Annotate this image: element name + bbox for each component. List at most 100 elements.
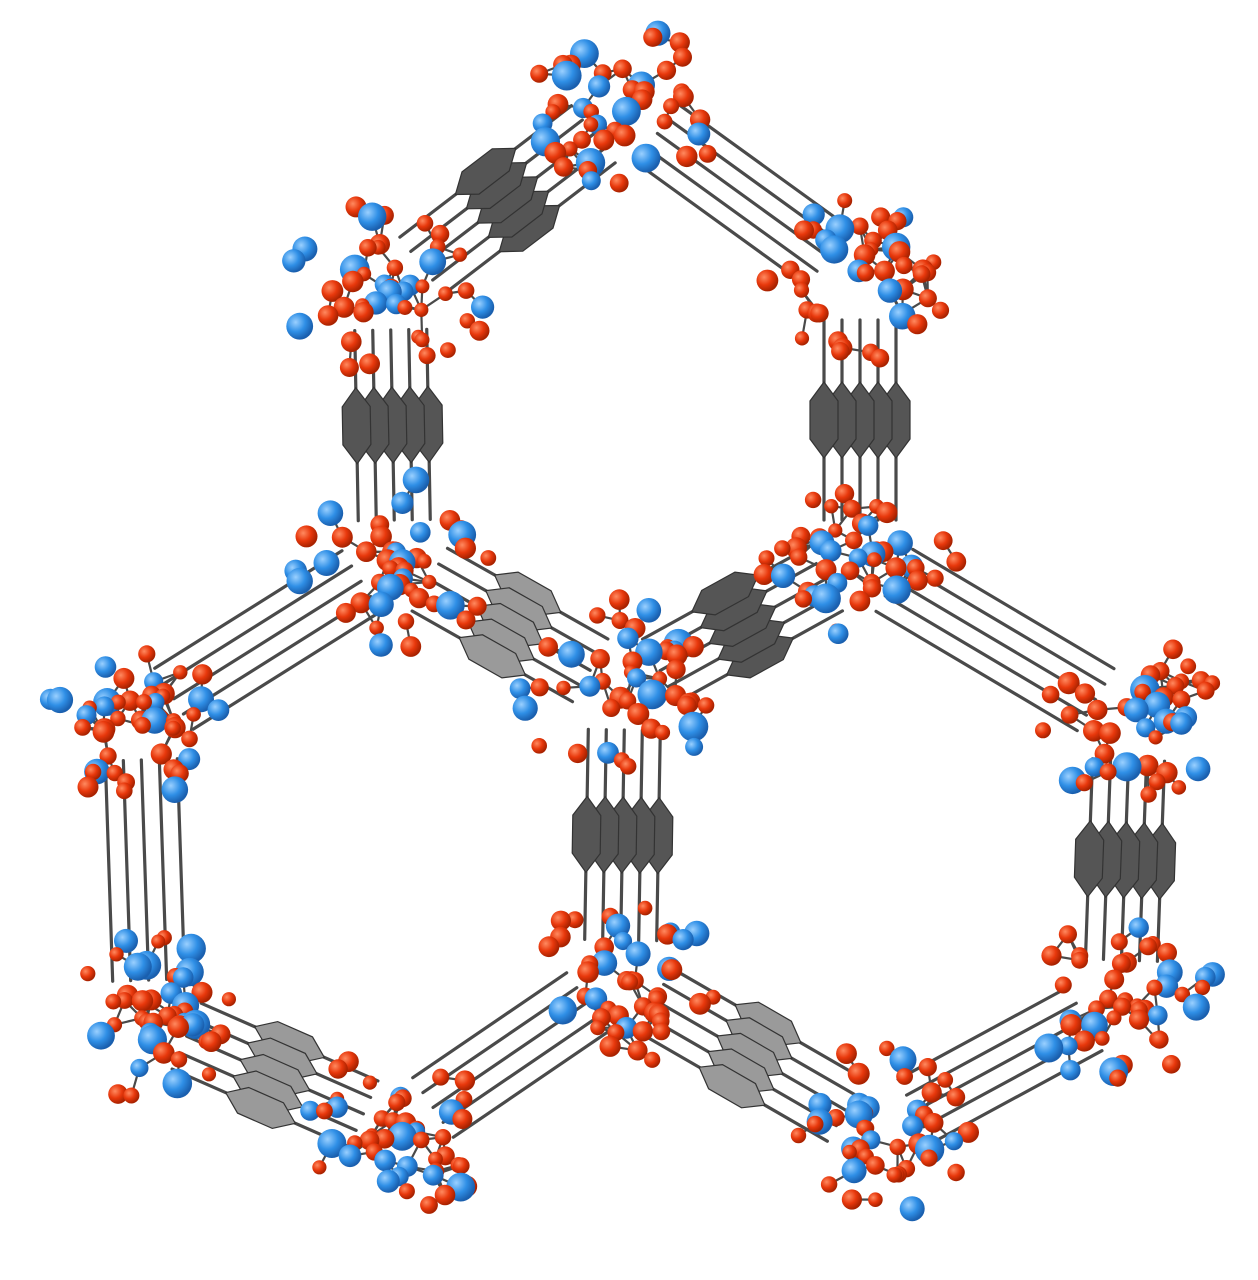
oxygen-atom bbox=[577, 961, 599, 983]
bond bbox=[874, 609, 1079, 733]
oxygen-atom bbox=[412, 1131, 430, 1149]
bond bbox=[139, 758, 151, 982]
oxygen-atom bbox=[333, 296, 355, 318]
oxygen-atom bbox=[774, 540, 791, 557]
bond bbox=[451, 1030, 609, 1139]
oxygen-atom bbox=[1109, 1069, 1127, 1087]
oxygen-atom bbox=[452, 1109, 473, 1129]
oxygen-atom bbox=[654, 724, 671, 741]
oxygen-atom bbox=[434, 1184, 456, 1206]
oxygen-atom bbox=[847, 1062, 870, 1085]
oxygen-atom bbox=[820, 1176, 838, 1193]
oxygen-atom bbox=[382, 560, 399, 577]
oxygen-atom bbox=[119, 690, 141, 711]
oxygen-atom bbox=[666, 659, 686, 680]
bond bbox=[911, 547, 1116, 671]
oxygen-atom bbox=[663, 98, 680, 115]
oxygen-atom bbox=[790, 548, 808, 566]
oxygen-atom bbox=[1146, 979, 1163, 996]
metal-atom bbox=[130, 1058, 149, 1078]
oxygen-atom bbox=[879, 1040, 895, 1057]
oxygen-atom bbox=[613, 124, 636, 147]
oxygen-atom bbox=[1136, 754, 1159, 777]
oxygen-atom bbox=[644, 1051, 661, 1068]
oxygen-atom bbox=[469, 320, 490, 341]
oxygen-atom bbox=[1094, 1031, 1110, 1046]
oxygen-atom bbox=[842, 499, 861, 518]
metal-atom bbox=[1084, 757, 1105, 777]
oxygen-atom bbox=[556, 680, 571, 696]
oxygen-atom bbox=[583, 117, 599, 132]
oxygen-atom bbox=[531, 738, 547, 754]
oxygen-atom bbox=[550, 910, 572, 931]
metal-atom bbox=[146, 693, 165, 711]
metal-atom bbox=[820, 235, 849, 264]
oxygen-atom bbox=[397, 613, 415, 630]
linker-ring bbox=[809, 380, 839, 460]
oxygen-atom bbox=[408, 587, 430, 609]
oxygen-atom bbox=[573, 130, 591, 149]
metal-atom bbox=[317, 1129, 347, 1158]
metal-atom bbox=[369, 633, 393, 657]
oxygen-atom bbox=[1058, 925, 1077, 944]
oxygen-atom bbox=[134, 717, 151, 734]
oxygen-atom bbox=[317, 305, 339, 326]
metal-atom bbox=[422, 1164, 444, 1186]
oxygen-atom bbox=[353, 302, 374, 323]
metal-atom bbox=[161, 776, 189, 803]
oxygen-atom bbox=[1054, 976, 1072, 994]
oxygen-atom bbox=[1113, 997, 1132, 1016]
oxygen-atom bbox=[434, 1129, 452, 1146]
oxygen-atom bbox=[1074, 683, 1096, 704]
metal-atom bbox=[827, 623, 849, 644]
metal-atom bbox=[188, 686, 214, 713]
oxygen-atom bbox=[828, 523, 843, 538]
metal-atom bbox=[902, 1115, 924, 1137]
metal-atom bbox=[944, 1132, 964, 1151]
oxygen-atom bbox=[105, 993, 122, 1010]
cluster bbox=[282, 196, 495, 377]
metal-atom bbox=[672, 929, 694, 951]
oxygen-atom bbox=[201, 1067, 217, 1082]
oxygen-atom bbox=[398, 1183, 415, 1200]
oxygen-atom bbox=[849, 590, 871, 612]
bond bbox=[645, 146, 819, 273]
oxygen-atom bbox=[432, 1068, 450, 1086]
oxygen-atom bbox=[316, 1102, 333, 1120]
linker-ring bbox=[454, 147, 517, 196]
metal-atom bbox=[391, 491, 414, 514]
metal-atom bbox=[802, 203, 825, 226]
metal-atom bbox=[1170, 712, 1193, 735]
oxygen-atom bbox=[420, 1196, 438, 1214]
oxygen-atom bbox=[386, 259, 404, 276]
oxygen-atom bbox=[609, 173, 629, 193]
metal-atom bbox=[858, 515, 879, 536]
oxygen-atom bbox=[350, 592, 372, 614]
metal-atom bbox=[509, 678, 531, 699]
oxygen-atom bbox=[335, 602, 356, 623]
metal-atom bbox=[882, 575, 911, 604]
oxygen-atom bbox=[99, 747, 117, 765]
oxygen-atom bbox=[416, 553, 432, 569]
oxygen-atom bbox=[1041, 685, 1060, 704]
oxygen-atom bbox=[920, 1149, 938, 1167]
metal-atom bbox=[162, 1068, 193, 1099]
oxygen-atom bbox=[1128, 1009, 1150, 1030]
oxygen-atom bbox=[1094, 743, 1115, 764]
metal-atom bbox=[176, 933, 206, 964]
oxygen-atom bbox=[946, 1087, 966, 1107]
oxygen-atom bbox=[545, 104, 561, 120]
metal-atom bbox=[94, 696, 115, 717]
oxygen-atom bbox=[840, 561, 860, 581]
oxygen-atom bbox=[1075, 774, 1093, 792]
oxygen-atom bbox=[947, 1163, 965, 1182]
oxygen-atom bbox=[92, 720, 115, 743]
oxygen-atom bbox=[131, 990, 154, 1012]
oxygen-atom bbox=[109, 947, 124, 962]
oxygen-atom bbox=[467, 596, 487, 616]
oxygen-atom bbox=[804, 491, 822, 509]
oxygen-atom bbox=[842, 1144, 857, 1160]
metal-atom bbox=[770, 563, 796, 588]
metal-atom bbox=[358, 202, 387, 231]
oxygen-atom bbox=[845, 531, 863, 550]
